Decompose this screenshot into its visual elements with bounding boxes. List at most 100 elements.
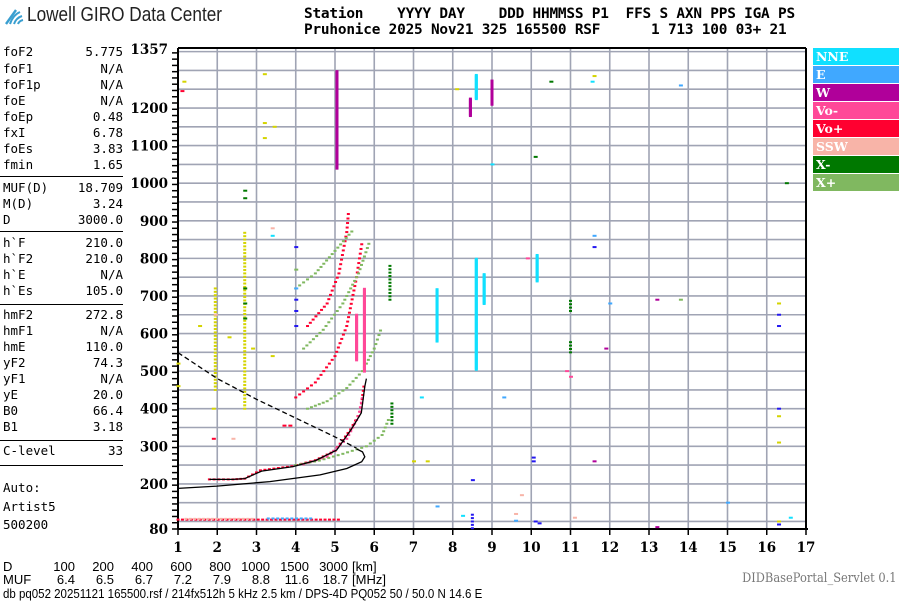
- echo-point: [341, 439, 345, 442]
- echo-point: [535, 253, 539, 257]
- echo-point: [213, 317, 217, 320]
- echo-point: [514, 512, 519, 515]
- echo-point: [210, 517, 214, 520]
- echo-point: [569, 344, 572, 347]
- echo-point: [335, 350, 339, 353]
- param-label: h`F2: [3, 251, 34, 266]
- param-row: D 3000.0: [3, 212, 123, 228]
- echo-point: [345, 231, 349, 234]
- echo-point: [390, 409, 394, 412]
- param-label: h`E: [3, 267, 26, 282]
- echo-point: [357, 373, 361, 376]
- echo-point: [304, 517, 308, 520]
- param-row: h`Es 105.0: [3, 283, 123, 299]
- echo-point: [243, 312, 247, 315]
- echo-point: [302, 281, 306, 284]
- echo-point: [213, 361, 217, 364]
- echo-point: [390, 405, 394, 408]
- echo-point: [193, 517, 197, 520]
- param-row: foF1p N/A: [3, 77, 123, 93]
- echo-point: [243, 367, 247, 370]
- echo-point: [333, 394, 337, 397]
- echo-point: [243, 189, 248, 192]
- echo-point: [470, 523, 474, 526]
- echo-point: [350, 449, 354, 452]
- y-tick-label: 80: [149, 522, 168, 538]
- echo-point: [206, 517, 210, 520]
- param-value: 0.48: [92, 109, 123, 124]
- distance-value: 3000: [319, 559, 348, 574]
- echo-point: [243, 333, 247, 336]
- echo-point: [364, 251, 368, 254]
- param-label: yF1: [3, 371, 26, 386]
- y-tick-label: 1100: [130, 139, 168, 155]
- echo-point: [213, 372, 217, 375]
- echo-point: [211, 407, 216, 410]
- param-row: foEp 0.48: [3, 109, 123, 125]
- echo-point: [352, 289, 356, 292]
- param-value: 3.18: [92, 419, 123, 434]
- echo-point: [340, 254, 344, 257]
- echo-point: [350, 298, 354, 301]
- echo-point: [306, 325, 310, 328]
- servlet-version: DIDBasePortal_Servlet 0.1: [742, 571, 897, 586]
- echo-point: [533, 520, 538, 523]
- echo-point: [327, 362, 331, 365]
- echo-point: [388, 298, 392, 301]
- echo-point: [313, 460, 317, 463]
- echo-point: [243, 387, 247, 390]
- legend-item: X+: [813, 174, 899, 191]
- echo-point: [243, 336, 247, 339]
- echo-point: [678, 298, 683, 301]
- echo-point: [314, 315, 318, 318]
- echo-point: [321, 328, 325, 331]
- echo-point: [278, 518, 282, 521]
- echo-point: [302, 390, 306, 393]
- echo-point: [385, 422, 389, 425]
- echo-point: [461, 514, 466, 517]
- echo-point: [327, 298, 331, 301]
- echo-point: [335, 276, 339, 279]
- autoscaling-line2: Artist5: [3, 498, 56, 514]
- echo-point: [309, 275, 313, 278]
- echo-point: [330, 317, 334, 320]
- echo-point: [390, 402, 394, 405]
- echo-point: [777, 313, 782, 316]
- echo-point: [390, 422, 394, 425]
- echo-point: [322, 370, 326, 373]
- echo-point: [360, 446, 364, 449]
- echo-point: [346, 451, 350, 454]
- echo-point: [357, 410, 361, 413]
- echo-point: [519, 494, 524, 497]
- echo-point: [243, 245, 247, 248]
- distance-value: 100: [53, 559, 75, 574]
- echo-point: [344, 236, 348, 239]
- autoscaling-info: Artist5: [3, 499, 123, 515]
- echo-point: [266, 517, 270, 520]
- echo-point: [358, 252, 362, 255]
- echo-point: [345, 294, 349, 297]
- echo-point: [288, 424, 293, 427]
- echo-point: [592, 246, 597, 249]
- echo-point: [470, 517, 474, 520]
- echo-point: [777, 520, 782, 523]
- echo-point: [346, 222, 350, 225]
- echo-point: [299, 517, 303, 520]
- muf-value: 8.8: [251, 572, 270, 587]
- echo-point: [353, 279, 357, 282]
- echo-point: [213, 385, 217, 388]
- echo-point: [358, 406, 362, 409]
- echo-point: [180, 90, 185, 93]
- echo-point: [287, 518, 291, 521]
- param-label: fmin: [3, 157, 34, 172]
- param-row: foE N/A: [3, 93, 123, 109]
- echo-point: [455, 88, 460, 91]
- echo-point: [213, 334, 217, 337]
- echo-point: [294, 246, 299, 249]
- echo-point: [525, 257, 530, 260]
- divider: [0, 465, 123, 466]
- echo-point: [569, 347, 572, 350]
- muf-value: 6.7: [134, 572, 153, 587]
- giro-logo: Lowell GIRO Data Center: [4, 3, 254, 27]
- echo-point: [322, 305, 326, 308]
